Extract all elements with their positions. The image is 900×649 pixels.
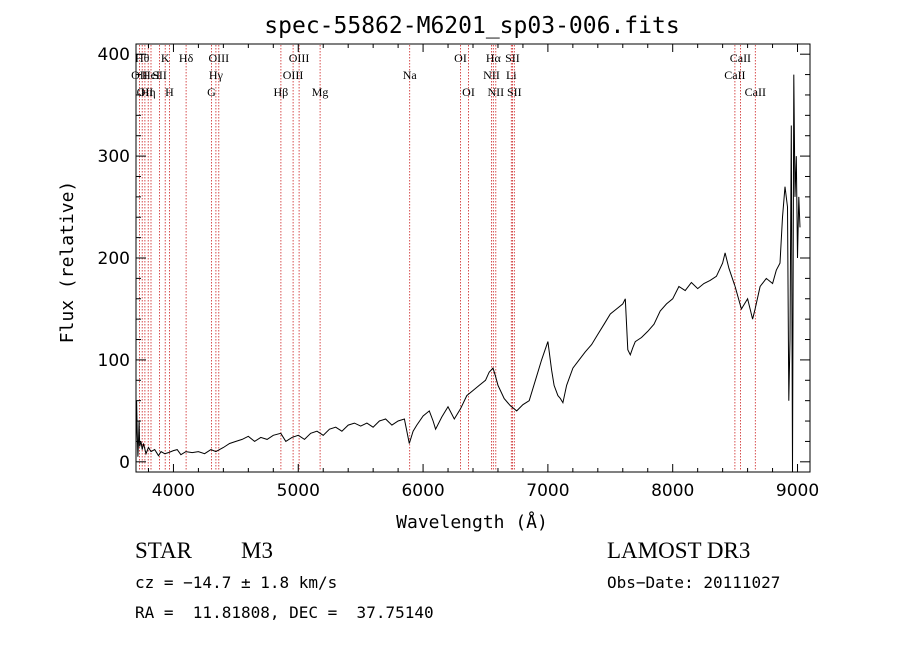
- spectral-line-label: OI: [462, 85, 475, 99]
- x-tick-label: 6000: [401, 481, 444, 501]
- survey-name: LAMOST DR3: [607, 538, 751, 563]
- spectral-line-label: K: [161, 51, 170, 65]
- x-axis: 4000 5000 6000 7000 8000 9000: [147, 44, 819, 501]
- spectral-line-label: HeI: [142, 68, 160, 82]
- spectral-line-label: SII: [505, 51, 520, 65]
- coordinates: RA = 11.81808, DEC = 37.75140: [135, 603, 434, 622]
- x-tick-label: 9000: [776, 481, 819, 501]
- y-tick-label: 100: [98, 351, 130, 371]
- spectral-line-labels: OIIHθOIIHηHeISIIKHHδGHγOIIIHβOIIIOIIIMgN…: [131, 51, 766, 99]
- plot-frame: [135, 43, 811, 473]
- spectral-line-label: OI: [454, 51, 467, 65]
- x-tick-label: 4000: [152, 481, 195, 501]
- spectral-line-label: SII: [152, 68, 167, 82]
- spectral-line-label: Hη: [141, 85, 156, 99]
- spectral-line-label: OII: [137, 85, 154, 99]
- spectral-line-label: SII: [507, 85, 522, 99]
- spectral-line-label: CaII: [730, 51, 751, 65]
- x-axis-label: Wavelength (Å): [396, 511, 548, 533]
- spectral-line-label: Hβ: [274, 85, 289, 99]
- y-tick-label: 400: [98, 45, 130, 65]
- y-axis-label: Flux (relative): [57, 181, 78, 344]
- spectral-line-label: OIII: [283, 68, 304, 82]
- object-class: STAR: [135, 538, 192, 563]
- spectral-line-label: Hγ: [209, 68, 224, 82]
- x-tick-label: 5000: [277, 481, 320, 501]
- spectral-line-label: Hδ: [179, 51, 194, 65]
- object-subclass: M3: [241, 538, 273, 563]
- y-tick-label: 0: [119, 453, 130, 473]
- y-tick-label: 200: [98, 249, 130, 269]
- spectral-line-label: CaII: [724, 68, 745, 82]
- spectral-line-label: Hα: [486, 51, 502, 65]
- spectral-line-label: OIII: [289, 51, 310, 65]
- chart-title: spec-55862-M6201_sp03-006.fits: [264, 13, 679, 39]
- spectral-line-label: Na: [403, 68, 418, 82]
- spectrum-line: [135, 74, 801, 473]
- redshift-velocity: cz = −14.7 ± 1.8 km/s: [135, 573, 338, 592]
- observation-date: Obs−Date: 20111027: [607, 573, 781, 592]
- spectral-line-label: G: [207, 85, 216, 99]
- spectral-line-label: OIII: [208, 51, 229, 65]
- spectral-line-markers: [138, 45, 756, 471]
- spectral-line-label: Mg: [312, 85, 329, 99]
- spectral-line-label: NII: [483, 68, 500, 82]
- spectral-line-label: NII: [487, 85, 504, 99]
- y-tick-label: 300: [98, 147, 130, 167]
- x-tick-label: 7000: [526, 481, 569, 501]
- spectral-line-label: H: [165, 85, 174, 99]
- spectral-line-label: Li: [506, 68, 517, 82]
- y-axis: 0 100 200 300 400: [98, 45, 810, 473]
- spectral-line-label: CaII: [745, 85, 766, 99]
- x-tick-label: 8000: [651, 481, 694, 501]
- spectral-line-label: Hθ: [135, 51, 150, 65]
